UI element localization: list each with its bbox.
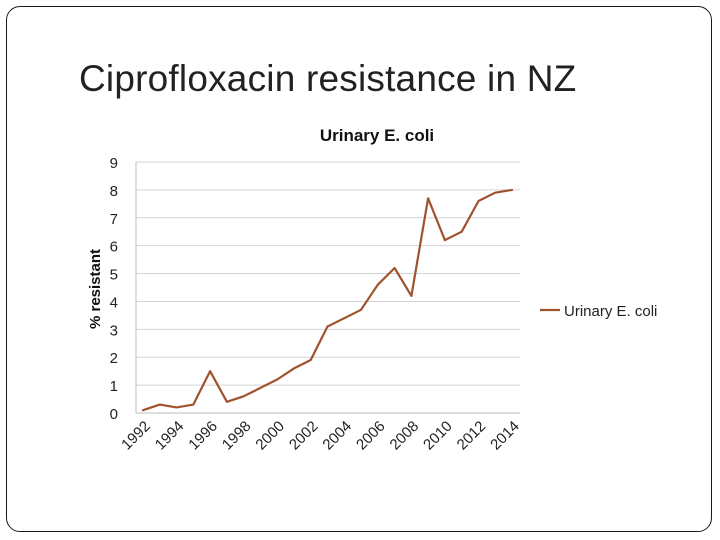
- data-point: [158, 403, 161, 406]
- data-point: [259, 387, 262, 389]
- data-point: [242, 395, 245, 398]
- series-line-0: [141, 188, 514, 412]
- data-point: [444, 239, 446, 241]
- slide-title: Ciprofloxacin resistance in NZ: [79, 58, 577, 99]
- data-point: [192, 403, 195, 406]
- data-point: [511, 189, 513, 191]
- data-point: [142, 409, 144, 412]
- x-tick-label: 2000: [252, 418, 288, 454]
- data-point: [209, 370, 211, 372]
- x-tick-label: 2008: [387, 418, 423, 454]
- data-point: [460, 230, 463, 233]
- slide-frame: [6, 6, 712, 532]
- data-point: [309, 359, 312, 361]
- y-tick-label: 0: [110, 406, 118, 423]
- y-tick-label: 1: [110, 378, 118, 395]
- y-tick-label: 5: [110, 267, 118, 284]
- y-tick-label: 6: [110, 239, 118, 256]
- x-tick-label: 2014: [487, 418, 523, 454]
- x-tick-label: 1998: [219, 418, 255, 454]
- data-point: [293, 367, 295, 370]
- data-point: [477, 200, 480, 202]
- y-tick-label: 7: [110, 211, 118, 228]
- x-tick-label: 2012: [454, 418, 490, 454]
- x-tick-labels: 1992199419961998200020022004200620082010…: [118, 418, 523, 454]
- x-tick-label: 2006: [353, 418, 389, 454]
- y-tick-label: 3: [110, 322, 118, 339]
- y-tick-label: 4: [110, 294, 118, 311]
- data-point: [494, 191, 497, 194]
- y-tick-labels: 0 1 2 3 4 5 6 7 8 9: [110, 155, 118, 423]
- gridlines: [136, 161, 520, 386]
- y-tick-label: 8: [110, 183, 118, 200]
- x-tick-label: 2010: [420, 418, 456, 454]
- x-tick-label: 1994: [152, 418, 188, 454]
- data-point: [326, 325, 329, 328]
- series: [141, 188, 514, 412]
- data-point: [175, 406, 178, 409]
- x-tick-label: 2002: [286, 418, 322, 454]
- x-tick-label: 2004: [319, 418, 355, 454]
- y-tick-label: 2: [110, 350, 118, 367]
- chart-title: Urinary E. coli: [320, 126, 434, 145]
- data-point: [410, 295, 413, 297]
- data-point: [427, 197, 429, 200]
- legend: Urinary E. coli: [540, 303, 657, 320]
- y-tick-label: 9: [110, 155, 118, 172]
- data-point: [360, 309, 362, 311]
- legend-label: Urinary E. coli: [564, 303, 657, 320]
- data-point: [393, 267, 396, 269]
- data-point: [276, 378, 278, 381]
- y-axis-label: % resistant: [87, 249, 104, 329]
- data-point: [377, 283, 379, 286]
- data-point: [226, 401, 228, 403]
- data-point: [343, 317, 346, 319]
- x-tick-label: 1992: [118, 418, 154, 454]
- axes: [135, 162, 520, 414]
- x-tick-label: 1996: [185, 418, 221, 454]
